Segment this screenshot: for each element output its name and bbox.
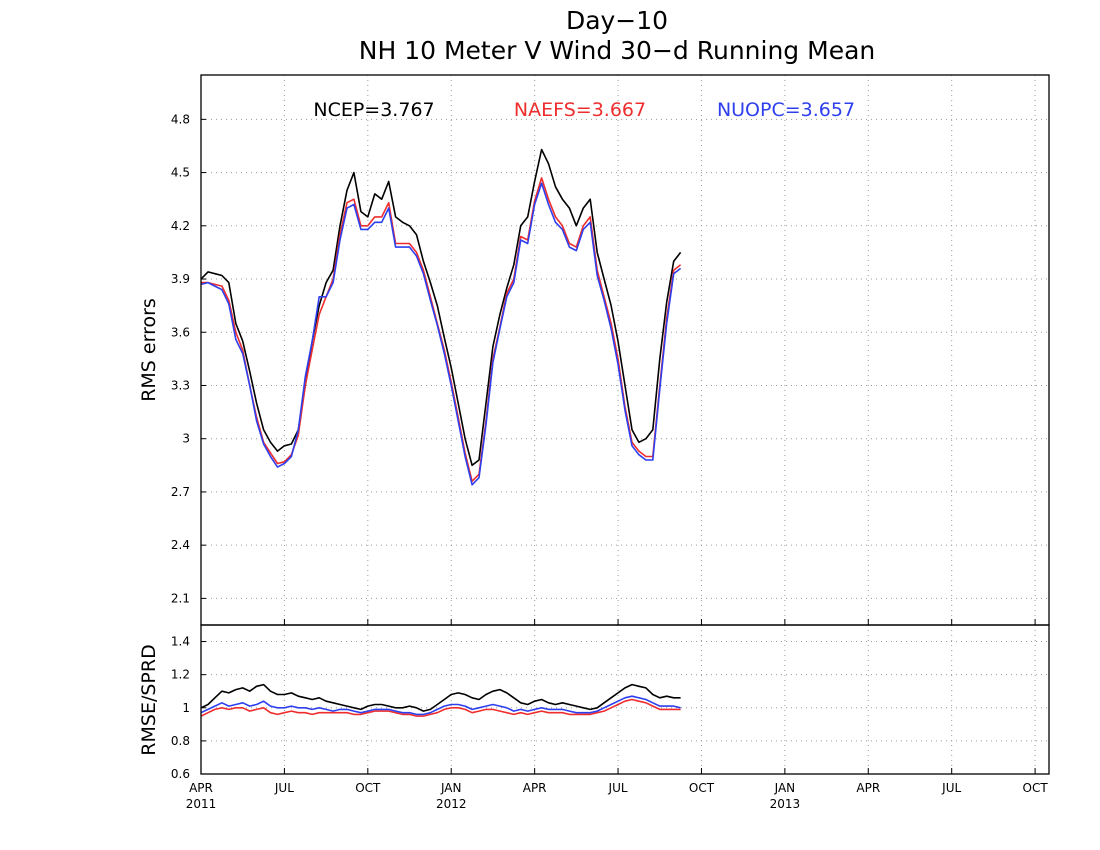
bottom-y-tick-label: 1.2 <box>171 668 190 682</box>
x-tick-year-label: 2013 <box>770 797 801 811</box>
bottom-y-axis-label: RMSE/SPRD <box>138 644 160 755</box>
bottom-y-tick-label: 0.8 <box>171 734 190 748</box>
top-y-tick-label: 2.1 <box>171 591 190 605</box>
top-y-tick-label: 2.7 <box>171 485 190 499</box>
top-y-tick-label: 3.6 <box>171 325 190 339</box>
x-axis: APR 2011 JUL OCT JAN 2012 APR JUL OCT JAN 2013 APR J… <box>186 619 1049 811</box>
bottom-y-axis: 0.6 0.8 1 1.2 1.4 <box>171 635 206 781</box>
x-tick-label: APR <box>856 781 880 795</box>
top-y-tick-label: 2.4 <box>171 538 190 552</box>
x-tick-label: JUL <box>608 781 628 795</box>
bottom-series-naefs <box>200 698 681 717</box>
x-tick-label: OCT <box>355 781 381 795</box>
x-tick-year-label: 2011 <box>186 797 217 811</box>
top-y-tick-label: 3.9 <box>171 272 190 286</box>
legend: NCEP=3.767 NAEFS=3.667 NUOPC=3.657 <box>313 99 855 121</box>
bottom-y-tick-label: 0.6 <box>171 767 190 781</box>
bottom-y-tick-label: 1 <box>182 701 190 715</box>
x-tick-label: JUL <box>941 781 961 795</box>
top-panel-series <box>200 148 682 486</box>
bottom-series-ncep <box>200 683 681 712</box>
bottom-y-tick-label: 1.4 <box>171 635 190 649</box>
bottom-panel-frame <box>200 624 1050 775</box>
x-tick-label: JAN <box>440 781 462 795</box>
bottom-series-nuopc <box>200 695 681 716</box>
x-tick-label: JUL <box>274 781 294 795</box>
x-tick-label: OCT <box>689 781 715 795</box>
chart-subtitle: NH 10 Meter V Wind 30−d Running Mean <box>359 36 875 65</box>
legend-naefs: NAEFS=3.667 <box>514 99 646 121</box>
x-tick-label: APR <box>523 781 547 795</box>
x-tick-label: APR <box>189 781 213 795</box>
top-panel-grid <box>201 75 1049 625</box>
top-series-ncep <box>200 148 682 467</box>
chart-title: Day−10 <box>566 6 668 35</box>
legend-ncep: NCEP=3.767 <box>313 99 434 121</box>
top-series-naefs <box>201 177 682 483</box>
top-y-axis-label: RMS errors <box>138 298 160 402</box>
x-tick-year-label: 2012 <box>436 797 467 811</box>
top-y-axis: 2.1 2.4 2.7 3 3.3 3.6 3.9 4.2 4.5 4.8 <box>171 112 206 605</box>
legend-nuopc: NUOPC=3.657 <box>717 99 855 121</box>
bottom-panel-series <box>200 683 681 717</box>
top-series-nuopc <box>200 182 682 486</box>
top-y-tick-label: 4.5 <box>171 166 190 180</box>
bottom-panel-grid <box>201 625 1049 774</box>
x-tick-label: OCT <box>1023 781 1049 795</box>
top-y-tick-label: 4.8 <box>171 112 190 126</box>
top-y-tick-label: 4.2 <box>171 219 190 233</box>
top-y-tick-label: 3 <box>182 432 190 446</box>
top-panel-frame <box>200 74 1050 626</box>
x-tick-label: JAN <box>774 781 796 795</box>
top-y-tick-label: 3.3 <box>171 378 190 392</box>
